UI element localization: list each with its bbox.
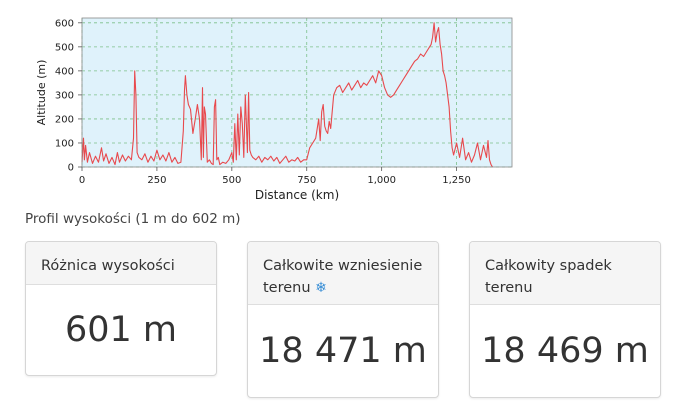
total-descent-title: Całkowity spadek terenu bbox=[470, 242, 660, 305]
total-ascent-title: Całkowite wzniesienie terenu bbox=[263, 258, 423, 296]
elevation-difference-value: 601 m bbox=[64, 309, 178, 350]
plot-frame bbox=[81, 17, 513, 168]
x-tick-label: 250 bbox=[147, 175, 166, 186]
elevation-difference-card: Różnica wysokości 601 m bbox=[25, 241, 217, 376]
elevation-profile-subtitle: Profil wysokości (1 m do 602 m) bbox=[25, 211, 241, 227]
elevation-difference-title: Różnica wysokości bbox=[26, 242, 216, 285]
settings-gears-icon[interactable]: ❄ bbox=[315, 280, 327, 296]
y-tick-label: 600 bbox=[55, 18, 74, 29]
elevation-profile-chart: 0 250 500 750 1,000 1,250 0 100 200 300 400 500 600 D… bbox=[35, 17, 513, 202]
y-tick-label: 500 bbox=[55, 42, 74, 53]
x-axis-title: Distance (km) bbox=[255, 188, 339, 202]
total-descent-card: Całkowity spadek terenu 18 469 m bbox=[469, 241, 661, 398]
y-tick-label: 200 bbox=[55, 114, 74, 125]
total-ascent-card: Całkowite wzniesienie terenu ❄ 18 471 m bbox=[247, 241, 439, 398]
total-descent-value: 18 469 m bbox=[481, 330, 649, 371]
x-tick-label: 0 bbox=[79, 175, 85, 186]
y-tick-label: 300 bbox=[55, 90, 74, 101]
chart-plot-area bbox=[81, 18, 512, 168]
y-tick-label: 0 bbox=[68, 163, 74, 174]
total-ascent-header: Całkowite wzniesienie terenu ❄ bbox=[248, 242, 438, 305]
chart-axes: 0 250 500 750 1,000 1,250 0 100 200 300 400 500 600 D… bbox=[35, 17, 513, 202]
x-tick-label: 1,250 bbox=[442, 175, 471, 186]
x-tick-label: 500 bbox=[222, 175, 241, 186]
elevation-series-line bbox=[81, 22, 493, 168]
total-ascent-value: 18 471 m bbox=[259, 330, 427, 371]
y-tick-label: 400 bbox=[55, 66, 74, 77]
y-tick-label: 100 bbox=[55, 138, 74, 149]
y-axis-title: Altitude (m) bbox=[35, 60, 48, 126]
x-tick-label: 750 bbox=[297, 175, 316, 186]
x-tick-label: 1,000 bbox=[367, 175, 396, 186]
